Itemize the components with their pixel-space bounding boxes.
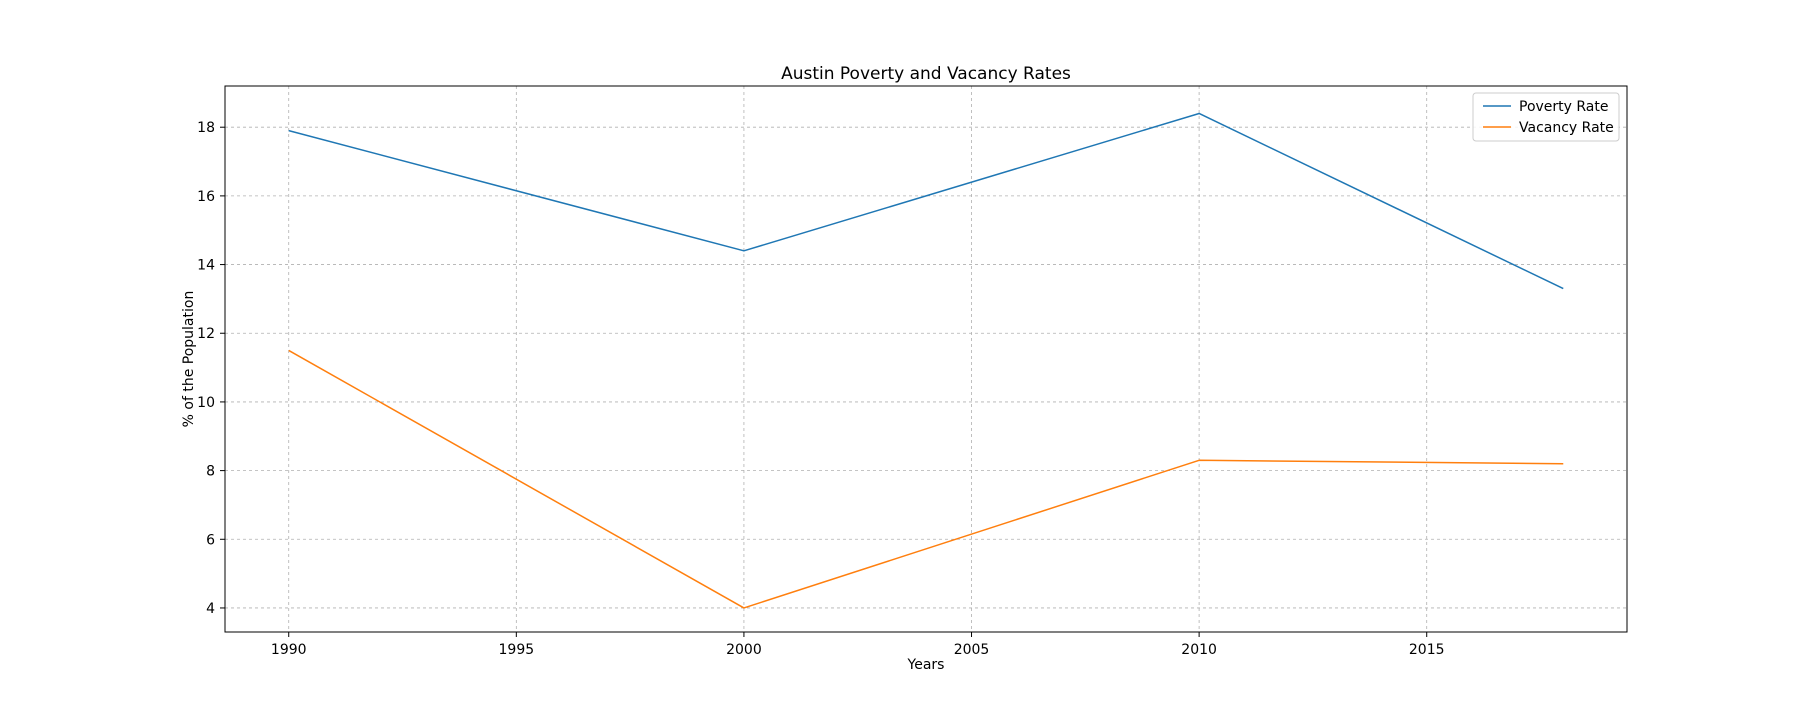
legend-label: Poverty Rate <box>1519 99 1609 115</box>
legend: Poverty Rate Vacancy Rate <box>1472 92 1620 142</box>
x-axis-label: Years <box>907 657 945 673</box>
legend-box <box>1472 92 1620 142</box>
y-axis-label: % of the Population <box>181 291 197 428</box>
legend-label: Vacancy Rate <box>1519 120 1614 136</box>
y-tick-label: 12 <box>197 326 215 342</box>
x-tick-label: 1995 <box>499 642 535 658</box>
chart-title: Austin Poverty and Vacancy Rates <box>781 64 1071 84</box>
x-tick-label: 2010 <box>1181 642 1217 658</box>
x-tick-label: 1990 <box>271 642 307 658</box>
axis-ticks: 1990 1995 2000 2005 2010 2015 4 6 8 10 12 14 16 18 <box>197 120 1444 658</box>
series-lines <box>288 112 1564 609</box>
y-tick-label: 14 <box>197 258 215 274</box>
x-tick-label: 2005 <box>954 642 990 658</box>
y-tick-label: 16 <box>197 189 215 205</box>
series-line-poverty-rate <box>288 112 1564 290</box>
y-tick-label: 18 <box>197 120 215 136</box>
y-tick-label: 6 <box>206 532 215 548</box>
x-tick-label: 2000 <box>726 642 762 658</box>
y-tick-label: 8 <box>206 464 215 480</box>
gridlines <box>225 86 1627 632</box>
series-line-vacancy-rate <box>288 349 1564 609</box>
y-tick-label: 4 <box>206 601 215 617</box>
x-tick-label: 2015 <box>1409 642 1445 658</box>
plot-area-frame <box>224 85 1628 633</box>
y-tick-label: 10 <box>197 395 215 411</box>
